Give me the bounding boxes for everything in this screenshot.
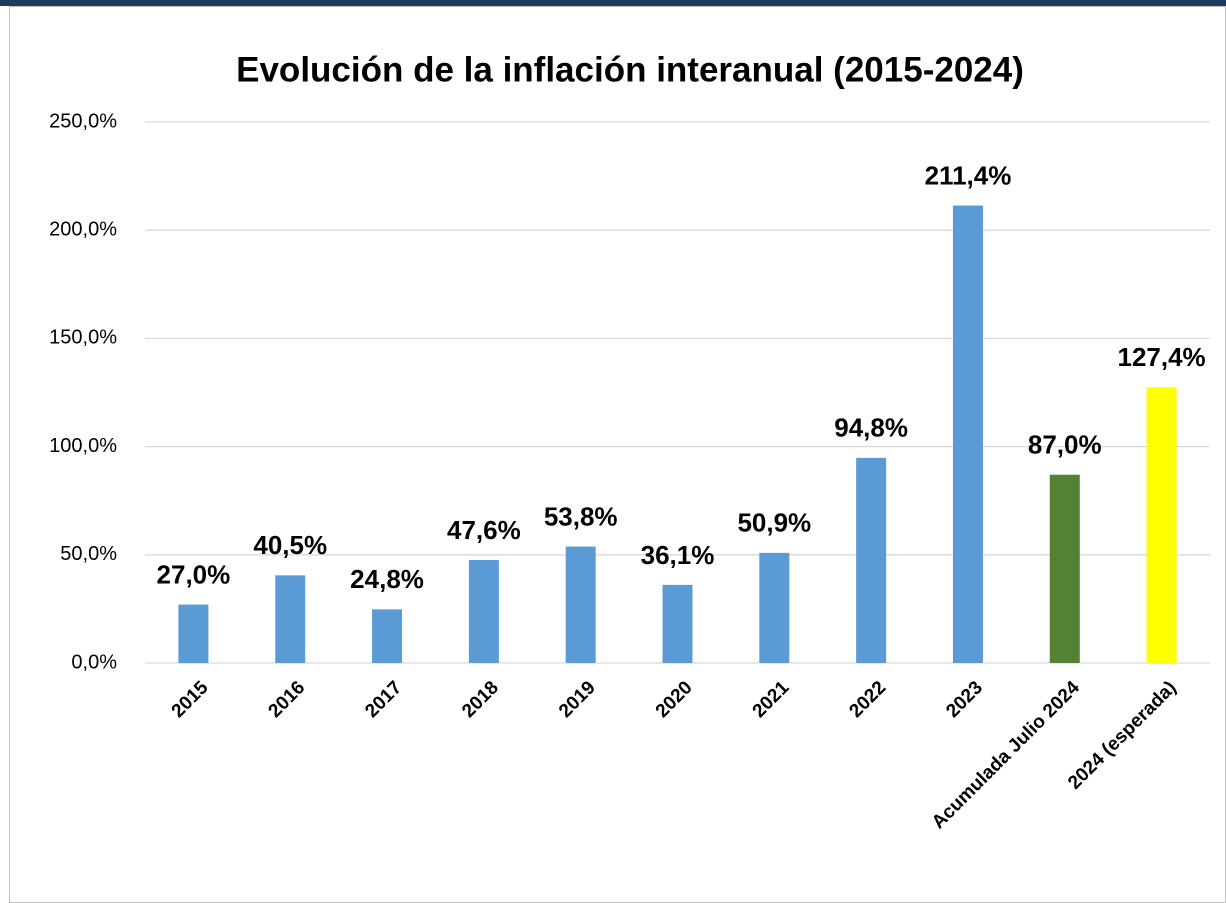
x-tick-label: 2022 — [845, 677, 890, 722]
x-tick-label: 2019 — [555, 677, 600, 722]
bar — [468, 559, 499, 663]
chart-title: Evolución de la inflación interanual (20… — [236, 50, 1024, 89]
data-label: 50,9% — [737, 508, 811, 538]
y-tick-label: 150,0% — [49, 327, 117, 349]
x-tick-label: 2015 — [168, 677, 213, 722]
bar — [1146, 387, 1177, 663]
x-tick-label: 2018 — [458, 677, 503, 722]
x-tick-label: 2020 — [652, 677, 697, 722]
bar — [759, 552, 790, 663]
data-label: 211,4% — [925, 160, 1012, 190]
bar — [952, 205, 983, 663]
data-label: 24,8% — [350, 564, 424, 594]
bar — [856, 457, 887, 663]
data-label: 40,5% — [253, 530, 327, 560]
y-tick-label: 100,0% — [49, 435, 117, 457]
data-label: 53,8% — [544, 501, 618, 531]
y-tick-label: 0,0% — [71, 651, 117, 673]
bar — [372, 609, 403, 663]
y-tick-label: 200,0% — [49, 218, 117, 240]
bar — [662, 584, 693, 663]
data-label: 87,0% — [1028, 430, 1102, 460]
x-tick-label: 2021 — [749, 677, 794, 722]
data-label: 94,8% — [834, 413, 908, 443]
data-label: 27,0% — [157, 559, 231, 589]
bar — [565, 546, 596, 663]
y-tick-label: 250,0% — [49, 110, 117, 132]
x-tick-label: 2016 — [265, 677, 310, 722]
bar — [1049, 474, 1080, 663]
data-label: 47,6% — [447, 515, 521, 545]
x-tick-label: 2017 — [361, 677, 406, 722]
top-bar — [0, 0, 1226, 6]
data-label: 127,4% — [1117, 342, 1205, 372]
bar — [178, 604, 209, 663]
x-tick-label: 2024 (esperada) — [1064, 677, 1180, 793]
x-tick-label: 2023 — [942, 677, 987, 722]
y-tick-label: 50,0% — [60, 543, 117, 565]
data-label: 36,1% — [641, 540, 715, 570]
bar — [275, 575, 306, 663]
